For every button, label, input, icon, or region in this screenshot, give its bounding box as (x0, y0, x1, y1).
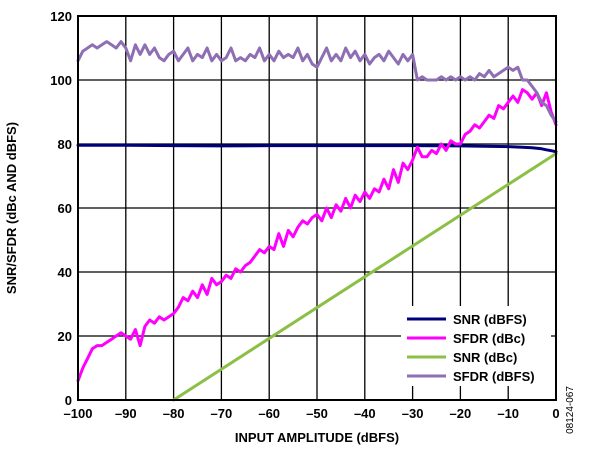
y-axis-title: SNR/SFDR (dBc AND dBFS) (4, 122, 19, 294)
x-tick-label: –10 (497, 406, 519, 421)
x-tick-label: –100 (64, 406, 93, 421)
x-tick-label: 0 (552, 406, 559, 421)
x-tick-label: –90 (115, 406, 137, 421)
legend-label: SNR (dBc) (453, 350, 517, 365)
x-tick-label: –80 (163, 406, 185, 421)
series-line-sfdr-dbc (76, 88, 558, 383)
x-tick-label: –40 (354, 406, 376, 421)
x-tick-label: –20 (450, 406, 472, 421)
y-tick-label: 40 (58, 265, 72, 280)
legend: SNR (dBFS) SFDR (dBc) SNR (dBc) SFDR (dBFS) (401, 306, 551, 386)
series-line-snr-dbc (172, 152, 558, 402)
series-layer (76, 40, 558, 402)
y-tick-label: 120 (50, 9, 72, 24)
y-tick-label: 100 (50, 73, 72, 88)
legend-label: SFDR (dBc) (453, 331, 525, 346)
legend-label: SNR (dBFS) (453, 312, 527, 327)
y-tick-label: 20 (58, 329, 72, 344)
legend-label: SFDR (dBFS) (453, 369, 535, 384)
x-tick-label: –70 (211, 406, 233, 421)
y-tick-label: 80 (58, 137, 72, 152)
tick-labels: –100 –90 –80 –70 –60 –50 –40 –30 –20 –10 002040608… (50, 9, 559, 421)
x-tick-label: –50 (306, 406, 328, 421)
y-tick-label: 0 (65, 393, 72, 408)
y-tick-label: 60 (58, 201, 72, 216)
plot-frame (77, 15, 557, 401)
figure-id: 08124-067 (565, 386, 576, 434)
x-tick-label: –60 (258, 406, 280, 421)
x-axis-title: INPUT AMPLITUDE (dBFS) (235, 430, 399, 445)
series-line-snr-dbfs (76, 143, 558, 154)
x-tick-label: –30 (402, 406, 424, 421)
series-line-sfdr-dbfs (76, 40, 558, 124)
